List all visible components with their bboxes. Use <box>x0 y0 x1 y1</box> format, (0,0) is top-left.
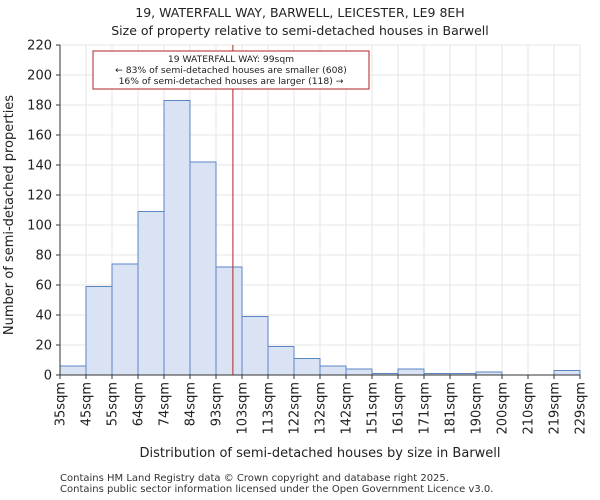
x-tick-label: 55sqm <box>106 382 121 426</box>
x-tick-label: 84sqm <box>184 382 199 426</box>
x-tick-label: 122sqm <box>288 382 303 435</box>
x-tick-label: 142sqm <box>340 382 355 435</box>
x-axis-label: Distribution of semi-detached houses by … <box>139 446 500 461</box>
x-tick-label: 181sqm <box>444 382 459 435</box>
x-tick-label: 200sqm <box>496 382 511 435</box>
x-tick-label: 210sqm <box>522 382 537 435</box>
bar-132sqm <box>319 365 347 376</box>
chart-subtitle: Size of property relative to semi-detach… <box>111 23 489 38</box>
x-tick-label: 171sqm <box>418 382 433 435</box>
x-tick-label: 190sqm <box>470 382 485 435</box>
y-tick-labels: 0 20 40 60 80 100 120 140 160 180 200 220 <box>27 39 60 384</box>
x-tick-label: 219sqm <box>548 382 563 435</box>
x-tick-labels: 35sqm 45sqm 55sqm 64sqm 74sqm 84sqm 93sqm 103sq… <box>54 375 589 435</box>
bar-219sqm <box>553 370 581 376</box>
x-tick-label: 229sqm <box>574 382 589 435</box>
x-tick-label: 93sqm <box>210 382 225 426</box>
x-tick-label: 113sqm <box>262 382 277 435</box>
bar-45sqm <box>85 286 113 376</box>
bar-103sqm <box>241 316 269 376</box>
x-tick-label: 45sqm <box>80 382 95 426</box>
bar-35sqm <box>59 365 87 376</box>
x-tick-label: 103sqm <box>236 382 251 435</box>
x-tick-label: 161sqm <box>392 382 407 435</box>
bar-55sqm <box>111 263 139 376</box>
bar-84sqm <box>189 161 217 376</box>
y-tick-label: 80 <box>35 249 52 264</box>
bar-64sqm <box>137 211 165 376</box>
x-tick-label: 74sqm <box>158 382 173 426</box>
bars-group <box>59 100 581 376</box>
y-tick-label: 180 <box>27 99 52 114</box>
y-tick-label: 140 <box>27 159 52 174</box>
bar-122sqm <box>293 358 321 376</box>
y-tick-label: 160 <box>27 129 52 144</box>
y-tick-label: 20 <box>35 339 52 354</box>
y-tick-label: 200 <box>27 69 52 84</box>
bar-161sqm <box>397 368 425 376</box>
y-tick-label: 100 <box>27 219 52 234</box>
footer-line-1: Contains HM Land Registry data © Crown c… <box>60 473 449 484</box>
y-tick-label: 120 <box>27 189 52 204</box>
y-axis-label: Number of semi-detached properties <box>2 95 17 335</box>
bar-142sqm <box>345 368 373 376</box>
annotation-line-1: 19 WATERFALL WAY: 99sqm <box>168 54 294 65</box>
y-tick-label: 60 <box>35 279 52 294</box>
bar-113sqm <box>267 346 295 376</box>
x-tick-label: 35sqm <box>54 382 69 426</box>
x-tick-label: 151sqm <box>366 382 381 435</box>
chart-title: 19, WATERFALL WAY, BARWELL, LEICESTER, L… <box>135 5 465 20</box>
bar-74sqm <box>163 100 191 376</box>
footer-line-2: Contains public sector information licen… <box>60 484 494 495</box>
bar-93sqm <box>215 266 243 376</box>
x-tick-label: 64sqm <box>132 382 147 426</box>
annotation-border <box>92 50 370 90</box>
x-tick-label: 132sqm <box>314 382 329 435</box>
annotation-box: 19 WATERFALL WAY: 99sqm ← 83% of semi-de… <box>92 50 370 90</box>
annotation-line-2: ← 83% of semi-detached houses are smalle… <box>115 65 347 76</box>
y-tick-label: 40 <box>35 309 52 324</box>
y-tick-label: 0 <box>44 369 52 384</box>
y-tick-label: 220 <box>27 39 52 54</box>
annotation-line-3: 16% of semi-detached houses are larger (… <box>119 76 344 87</box>
